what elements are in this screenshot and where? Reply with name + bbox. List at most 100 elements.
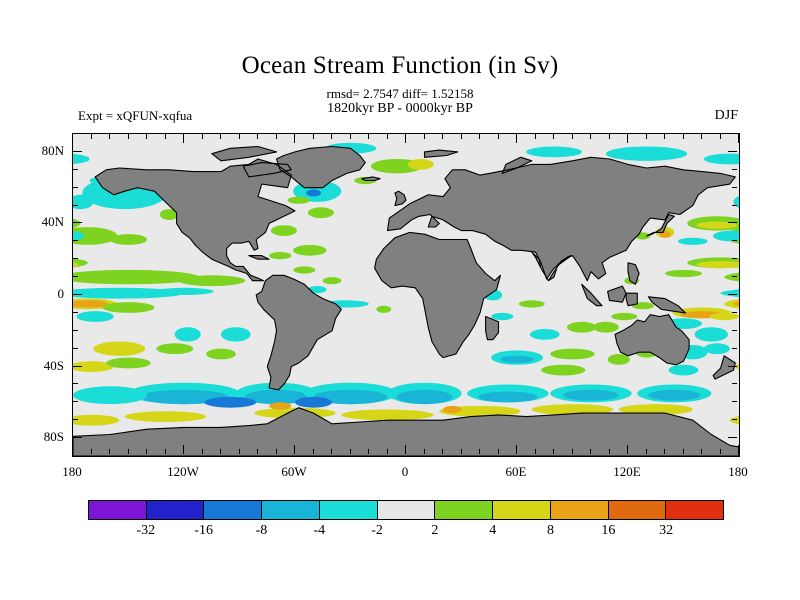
x-tick-120W: 120W [167, 464, 199, 479]
coastline-cuba [248, 255, 270, 260]
land-australia [615, 314, 690, 365]
colorbar-label-8: 8 [547, 523, 555, 538]
experiment-label: Expt = xQFUN-xqfua [78, 108, 193, 123]
anomaly-blob [178, 275, 246, 287]
x-tickmark-top [645, 134, 647, 139]
anomaly-blob [713, 230, 739, 242]
x-tickmark-top [257, 134, 258, 139]
anomaly-blob [396, 389, 453, 405]
anomaly-blob [156, 343, 194, 355]
x-tickmark [571, 449, 573, 454]
anomaly-blob [443, 405, 462, 414]
y-tick-40S: 40S [43, 357, 64, 373]
y-tickmark [73, 276, 78, 278]
x-tickmark-top [608, 134, 610, 139]
coastline-ellesmere [211, 145, 278, 162]
y-tickmark-right [728, 365, 737, 367]
anomaly-blob [106, 357, 151, 369]
y-tickmark-right [732, 347, 737, 349]
colorbar-band-3[interactable] [261, 501, 319, 519]
y-tickmark [73, 186, 78, 188]
coastline-eurasia [386, 156, 736, 282]
anomaly-blob [73, 262, 79, 267]
land-south-america [256, 275, 342, 390]
x-tick-0: 0 [401, 464, 409, 479]
anomaly-blob [703, 153, 739, 165]
anomaly-blob [531, 404, 614, 415]
x-tickmark [109, 449, 110, 454]
colorbar-band-4[interactable] [318, 501, 377, 519]
colorbar-band-7[interactable] [492, 501, 550, 519]
x-tickmark-top [386, 134, 388, 139]
y-tickmark-right [732, 186, 737, 188]
x-tickmark [146, 449, 147, 454]
colorbar-band-1[interactable] [145, 501, 204, 519]
x-tickmark [331, 449, 332, 454]
colorbar-band-10[interactable] [665, 501, 724, 519]
x-tickmark [72, 445, 73, 454]
anomaly-blob [541, 364, 586, 376]
x-tickmark-top [312, 134, 314, 139]
x-tickmark [164, 449, 166, 454]
colorbar-label--8: -8 [255, 523, 268, 538]
colorbar-label--16: -16 [194, 523, 213, 538]
x-tickmark-top [423, 134, 425, 139]
land-eurasia [387, 157, 736, 281]
coastline-africa [374, 231, 501, 359]
anomaly-blob [500, 355, 534, 363]
colorbar-label--32: -32 [136, 523, 156, 538]
anomaly-blob [93, 341, 146, 356]
x-tickmark [183, 445, 184, 454]
colorbar-band-8[interactable] [549, 501, 608, 519]
anomaly-blob [221, 327, 251, 342]
x-tickmark [590, 449, 591, 454]
x-tickmark [719, 449, 721, 454]
x-tickmark-top [294, 134, 295, 143]
x-tickmark [553, 449, 554, 454]
anomaly-blob [102, 302, 155, 313]
x-tickmark-top [183, 134, 184, 143]
coastline-iceland [361, 176, 381, 182]
anomaly-blob [295, 396, 332, 408]
statistics-label: rmsd= 2.7547 diff= 1.52158 [326, 86, 474, 101]
anomaly-blob [518, 300, 545, 308]
x-tickmark-top [738, 134, 739, 143]
colorbar-band-6[interactable] [434, 501, 493, 519]
anomaly-blob [566, 321, 597, 333]
anomaly-blob [611, 312, 638, 321]
anomaly-blob [73, 361, 114, 372]
anomaly-blob [245, 389, 308, 405]
x-tickmark [127, 449, 129, 454]
x-tick-120E: 120E [613, 464, 641, 479]
y-tickmark-right [728, 437, 737, 439]
colorbar-band-2[interactable] [203, 501, 262, 519]
x-tickmark-top [127, 134, 129, 139]
colorbar-band-5[interactable] [376, 501, 435, 519]
colorbar-band-9[interactable] [607, 501, 666, 519]
anomaly-blob [530, 329, 560, 340]
x-tickmark-top [275, 134, 277, 139]
anomaly-blob [665, 269, 702, 278]
y-tick-40N: 40N [41, 214, 64, 230]
anomaly-blob [605, 146, 688, 161]
anomaly-blob [724, 299, 739, 309]
y-tickmark [73, 401, 78, 403]
x-tickmark [516, 445, 517, 454]
x-tickmark [645, 449, 647, 454]
y-tickmark [73, 258, 78, 260]
x-tick-60E: 60E [505, 464, 527, 479]
anomaly-blob [724, 272, 739, 282]
x-tickmark [627, 445, 628, 454]
anomaly-blob [73, 386, 147, 405]
colorbar[interactable] [88, 500, 724, 520]
colorbar-band-0[interactable] [89, 501, 146, 519]
anomaly-blob [550, 348, 595, 360]
y-tickmark-right [732, 383, 737, 385]
y-tickmark [73, 437, 82, 439]
anomaly-blob [73, 300, 109, 308]
coastline-baffin [242, 162, 292, 178]
coastline-philippines [627, 262, 640, 285]
anomaly-blob [322, 277, 342, 285]
x-tickmark-top [90, 134, 92, 139]
